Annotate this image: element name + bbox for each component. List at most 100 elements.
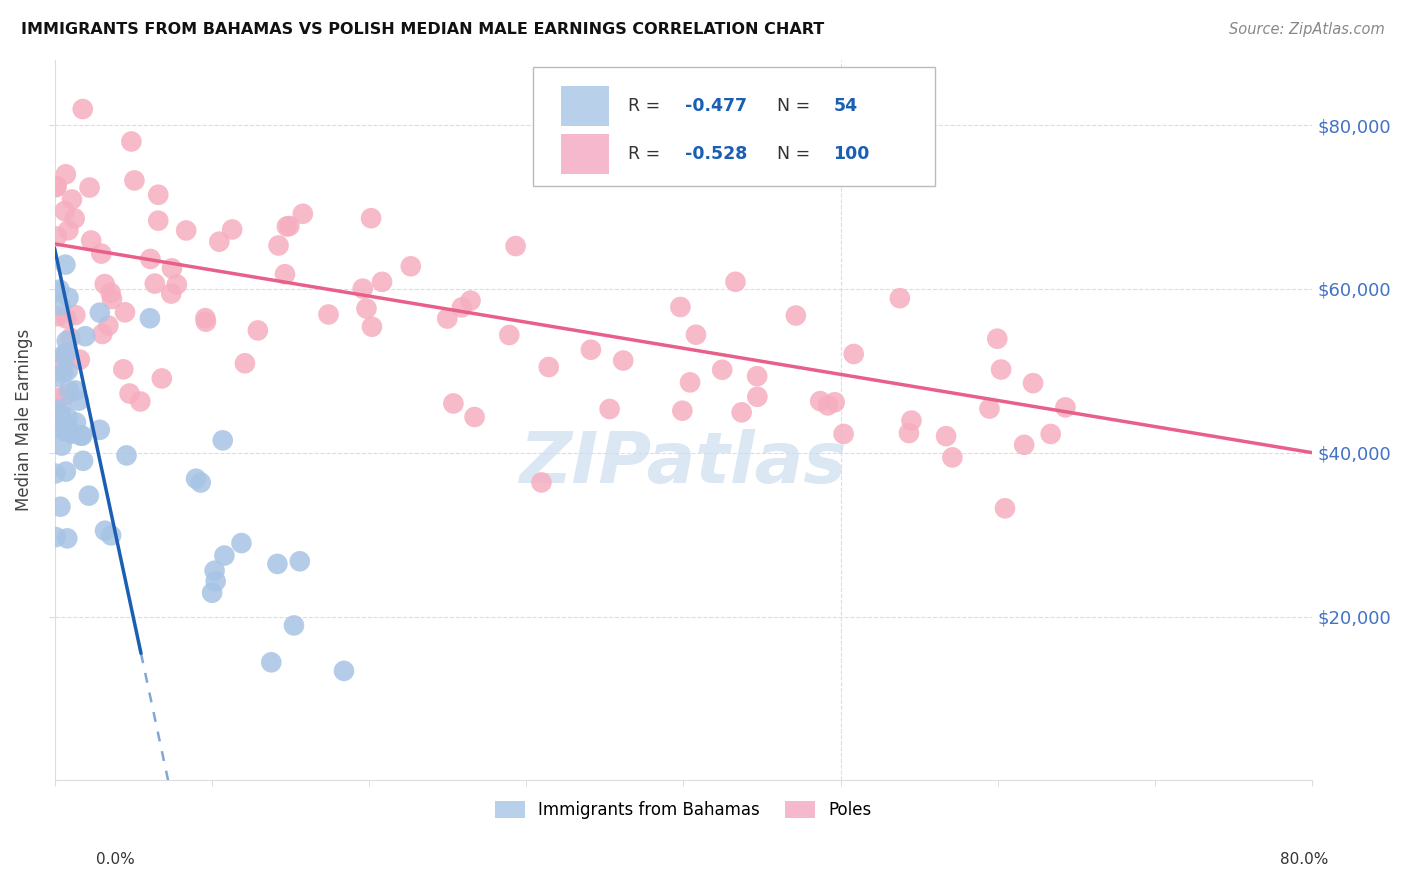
Point bbox=[77, 489, 100, 503]
Point bbox=[58, 423, 80, 437]
Point bbox=[100, 285, 122, 300]
Point bbox=[889, 291, 911, 305]
Point bbox=[100, 528, 122, 542]
Point bbox=[278, 219, 301, 233]
Point bbox=[89, 305, 111, 319]
Point bbox=[148, 213, 170, 227]
Point bbox=[986, 332, 1008, 346]
Point bbox=[52, 366, 75, 380]
Point bbox=[669, 300, 692, 314]
Text: 80.0%: 80.0% bbox=[1281, 852, 1329, 867]
Point bbox=[842, 347, 865, 361]
Point bbox=[941, 450, 963, 465]
Point bbox=[579, 343, 602, 357]
Point bbox=[55, 311, 77, 326]
Point bbox=[143, 277, 166, 291]
Text: -0.528: -0.528 bbox=[685, 145, 747, 163]
Point bbox=[194, 311, 217, 326]
Point bbox=[44, 467, 66, 481]
Point bbox=[124, 173, 146, 187]
Point bbox=[80, 234, 103, 248]
Point bbox=[233, 356, 256, 370]
Point bbox=[994, 501, 1017, 516]
Point bbox=[58, 291, 80, 305]
Point bbox=[246, 323, 269, 337]
Point bbox=[291, 207, 314, 221]
Point bbox=[900, 414, 922, 428]
Point bbox=[45, 180, 67, 194]
Point bbox=[333, 664, 356, 678]
Point bbox=[45, 401, 67, 415]
Point bbox=[56, 532, 79, 546]
FancyBboxPatch shape bbox=[533, 67, 935, 186]
Point bbox=[139, 252, 162, 266]
Point bbox=[451, 301, 474, 315]
Text: N =: N = bbox=[776, 145, 815, 163]
Point bbox=[55, 345, 77, 359]
Point bbox=[49, 500, 72, 514]
Point bbox=[48, 407, 70, 421]
Point bbox=[194, 315, 217, 329]
Point bbox=[267, 238, 290, 252]
Point bbox=[49, 298, 72, 312]
Point bbox=[441, 396, 464, 410]
Text: 100: 100 bbox=[834, 145, 869, 163]
Point bbox=[221, 222, 243, 236]
Point bbox=[747, 369, 769, 384]
Text: ZIPatlas: ZIPatlas bbox=[520, 429, 848, 498]
Point bbox=[1022, 376, 1045, 391]
Point bbox=[120, 135, 142, 149]
Point bbox=[46, 309, 69, 323]
Point bbox=[55, 349, 77, 363]
Point bbox=[89, 423, 111, 437]
Point bbox=[58, 384, 80, 398]
Point bbox=[214, 549, 236, 563]
Point bbox=[45, 370, 67, 384]
Point bbox=[505, 239, 527, 253]
Point bbox=[52, 424, 75, 438]
Point bbox=[148, 187, 170, 202]
Point bbox=[56, 410, 79, 425]
Point bbox=[129, 394, 152, 409]
Point bbox=[79, 180, 101, 194]
Point bbox=[174, 223, 197, 237]
Point bbox=[139, 311, 162, 326]
Point bbox=[679, 376, 702, 390]
Point bbox=[897, 425, 920, 440]
Point bbox=[59, 425, 82, 440]
Point bbox=[276, 219, 298, 234]
Point bbox=[1039, 427, 1062, 442]
Point bbox=[48, 391, 70, 405]
Point bbox=[730, 405, 752, 419]
Point bbox=[65, 384, 87, 398]
Point bbox=[231, 536, 253, 550]
Point bbox=[112, 362, 135, 376]
FancyBboxPatch shape bbox=[561, 135, 609, 174]
Point bbox=[184, 472, 207, 486]
Point bbox=[51, 439, 73, 453]
Point bbox=[55, 388, 77, 402]
Text: Source: ZipAtlas.com: Source: ZipAtlas.com bbox=[1229, 22, 1385, 37]
Point bbox=[45, 412, 67, 426]
Point bbox=[65, 308, 87, 322]
Point bbox=[274, 267, 297, 281]
Point bbox=[58, 223, 80, 237]
Point bbox=[530, 475, 553, 490]
Point bbox=[283, 618, 305, 632]
Point bbox=[817, 398, 839, 412]
FancyBboxPatch shape bbox=[561, 87, 609, 126]
Text: R =: R = bbox=[628, 97, 666, 115]
Point bbox=[671, 403, 693, 417]
Point bbox=[399, 260, 422, 274]
Point bbox=[48, 283, 70, 297]
Point bbox=[91, 326, 114, 341]
Point bbox=[60, 426, 83, 441]
Point bbox=[118, 386, 141, 401]
Point bbox=[75, 329, 97, 343]
Point bbox=[53, 204, 76, 219]
Point bbox=[824, 395, 846, 409]
Point bbox=[94, 524, 117, 538]
Point bbox=[352, 282, 374, 296]
Point bbox=[65, 416, 87, 430]
Point bbox=[711, 363, 734, 377]
